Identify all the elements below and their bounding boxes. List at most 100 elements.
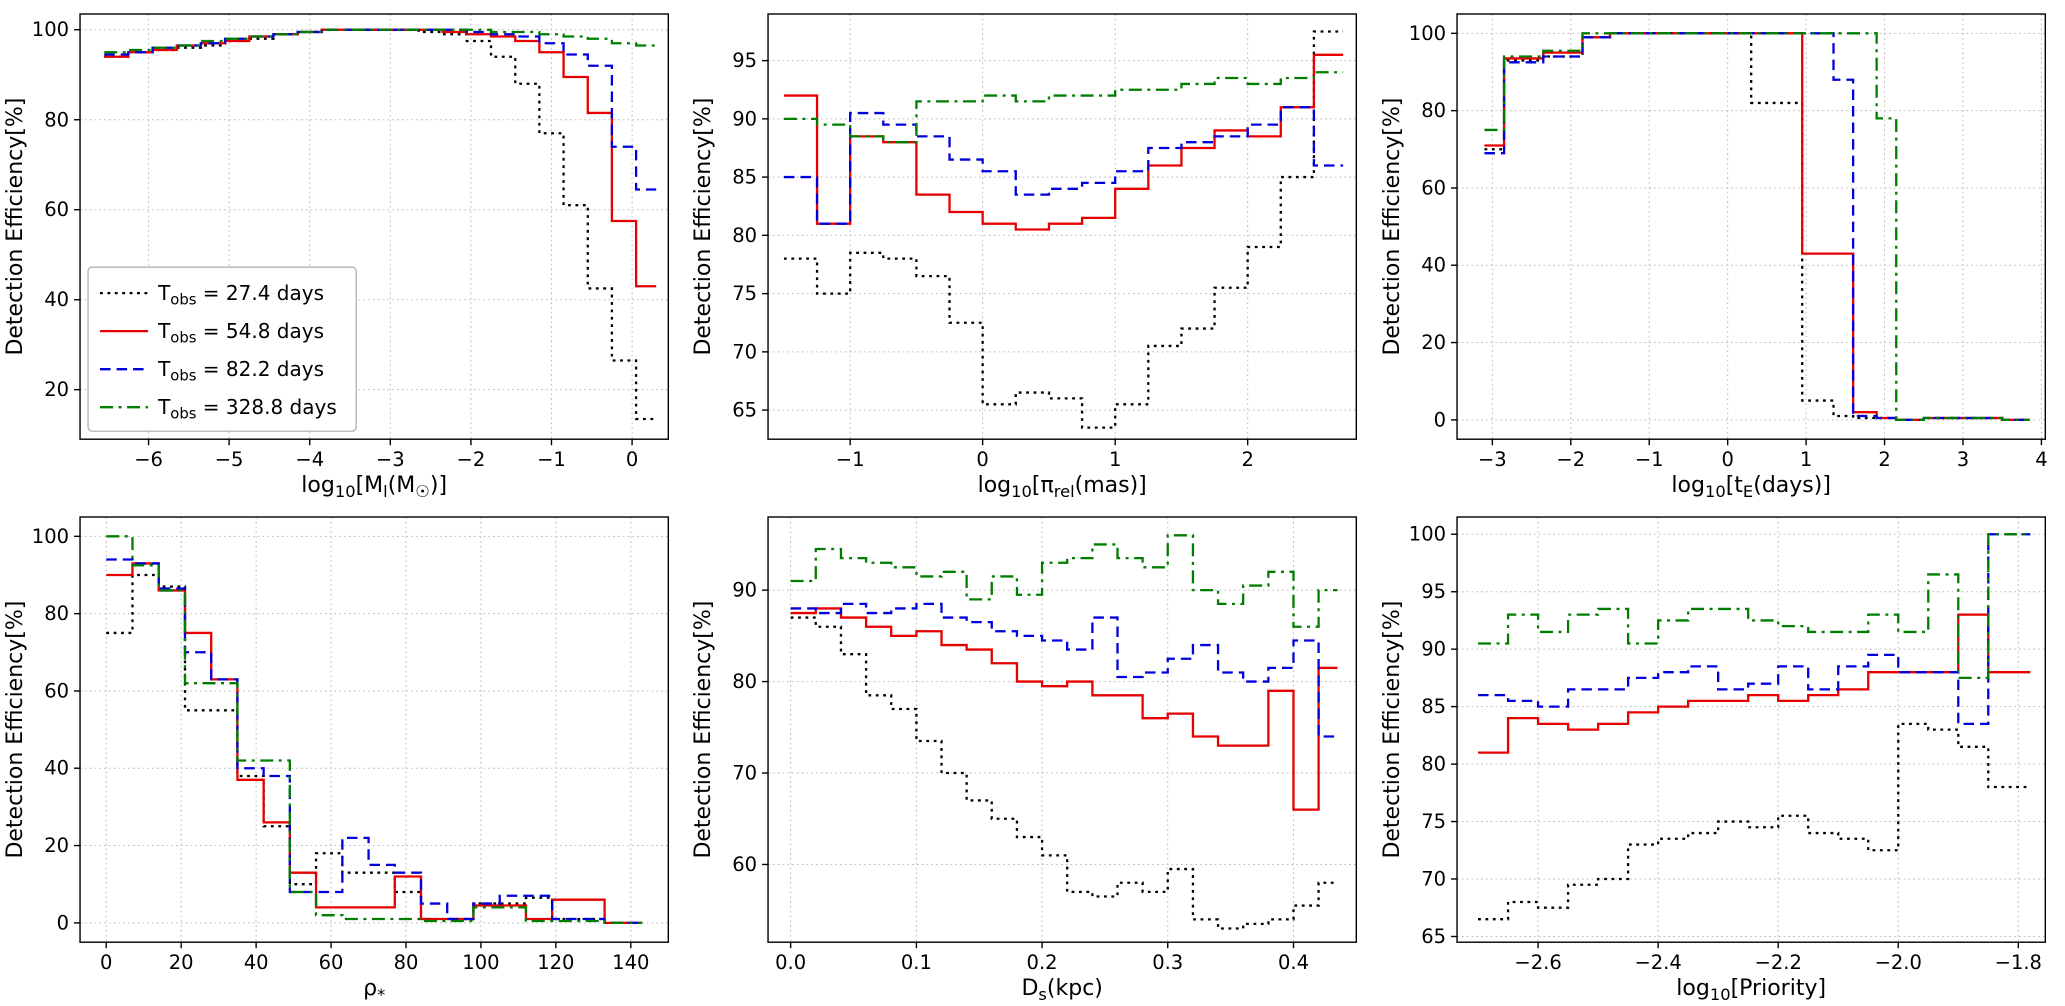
y-axis-label: Detection Efficiency[%]	[691, 98, 716, 356]
y-tick-label: 90	[1421, 638, 1446, 661]
y-tick-label: 0	[57, 912, 69, 935]
x-tick-label: −2.0	[1874, 951, 1921, 974]
y-tick-label: 40	[44, 757, 69, 780]
y-tick-label: 70	[1421, 868, 1446, 891]
series-line-27.4-days	[790, 616, 1338, 930]
series-line-82.2-days	[104, 28, 657, 191]
y-tick-label: 100	[1408, 523, 1445, 546]
x-tick-label: 3	[1956, 448, 1968, 471]
x-tick-label: −2	[457, 448, 486, 471]
series-line-54.8-days	[106, 562, 643, 925]
y-tick-label: 100	[1408, 22, 1445, 45]
x-tick-label: −1	[836, 448, 865, 471]
series-line-54.8-days	[790, 607, 1338, 812]
subplot-source-distance: 0.0 0.1 0.2 0.3 0.4 60 70 80 90 Ds(kpc) Detection …	[688, 503, 1376, 1006]
axes-frame	[1455, 516, 2046, 944]
subplot-rho-star: 0 20 40 60 80 100 120 140 0 20 40 60 80 100 ρ* Detectio…	[0, 503, 688, 1006]
series-line-328.8-days	[1484, 32, 2030, 422]
source-distance-chart-canvas: 0.0 0.1 0.2 0.3 0.4 60 70 80 90 Ds(kpc) Detection …	[691, 516, 1358, 1004]
y-axis-label: Detection Efficiency[%]	[1380, 601, 1405, 859]
y-tick-label: 40	[1421, 254, 1446, 277]
series-line-328.8-days	[1477, 533, 2030, 680]
y-tick-label: 40	[44, 288, 69, 311]
y-tick-label: 80	[44, 602, 69, 625]
y-tick-label: 60	[44, 198, 69, 221]
x-tick-label: −2	[1556, 448, 1585, 471]
x-tick-label: 0	[977, 448, 989, 471]
x-axis-label: log10[tE(days)]	[1671, 473, 1831, 501]
x-tick-label: −4	[295, 448, 324, 471]
series-line-328.8-days	[790, 534, 1338, 629]
x-tick-label: −2.2	[1754, 951, 1801, 974]
legend-label: Tobs = 82.2 days	[157, 357, 324, 384]
x-tick-label: 0.4	[1278, 951, 1309, 974]
y-tick-label: 100	[32, 525, 69, 548]
einstein-time-chart-canvas: −3 −2 −1 0 1 2 3 4020406080100log10[tE(days)]De…	[1380, 13, 2047, 501]
rho-star-chart-canvas: 0 20 40 60 80 100 120 140 0 20 40 60 80 100 ρ* Detectio…	[3, 516, 670, 1004]
series-line-82.2-days	[784, 106, 1344, 225]
x-tick-label: −1	[1635, 448, 1664, 471]
y-tick-label: 60	[733, 853, 758, 876]
y-tick-label: 70	[733, 340, 758, 363]
series-group	[790, 534, 1338, 930]
y-axis-label: Detection Efficiency[%]	[691, 601, 716, 859]
series-line-54.8-days	[1484, 32, 2030, 422]
x-axis-label: ρ*	[363, 976, 385, 1004]
series-group	[1477, 533, 2030, 921]
series-group	[106, 535, 643, 925]
x-tick-label: −2.4	[1634, 951, 1681, 974]
x-tick-label: −5	[215, 448, 244, 471]
y-axis-label: Detection Efficiency[%]	[3, 601, 28, 859]
y-tick-label: 75	[733, 282, 758, 305]
x-axis-label: log10[Ml(M☉)]	[301, 473, 447, 501]
x-tick-label: 0.1	[901, 951, 932, 974]
y-tick-label: 80	[44, 108, 69, 131]
legend-label: Tobs = 328.8 days	[157, 395, 337, 422]
y-tick-label: 85	[733, 166, 758, 189]
series-line-328.8-days	[104, 28, 657, 54]
x-tick-label: 0	[100, 951, 112, 974]
x-tick-label: 0.3	[1153, 951, 1184, 974]
y-tick-label: 20	[1421, 331, 1446, 354]
series-line-54.8-days	[104, 28, 657, 288]
x-tick-label: 20	[169, 951, 194, 974]
axes-frame	[767, 13, 1358, 440]
y-tick-label: 80	[1421, 753, 1446, 776]
y-tick-label: 20	[44, 834, 69, 857]
y-tick-label: 90	[733, 579, 758, 602]
x-tick-label: −3	[1478, 448, 1507, 471]
x-tick-label: 40	[244, 951, 269, 974]
x-tick-label: 1	[1800, 448, 1812, 471]
x-axis-label: Ds(kpc)	[1022, 976, 1103, 1004]
series-line-82.2-days	[1484, 32, 2030, 422]
y-tick-label: 80	[733, 224, 758, 247]
subplot-priority: −2.6 −2.4 −2.2 −2.0 −1.8 65 70 75 80 85 90 95 100 log…	[1377, 503, 2065, 1006]
series-line-27.4-days	[1484, 32, 2030, 422]
x-tick-label: 4	[2035, 448, 2047, 471]
x-tick-label: −2.6	[1514, 951, 1561, 974]
y-tick-label: 75	[1421, 810, 1446, 833]
y-tick-label: 70	[733, 762, 758, 785]
series-line-27.4-days	[104, 28, 657, 421]
y-axis-label: Detection Efficiency[%]	[1380, 98, 1405, 356]
series-line-328.8-days	[106, 535, 643, 925]
x-tick-label: 140	[612, 951, 649, 974]
series-group	[104, 28, 657, 421]
y-tick-label: 100	[32, 18, 69, 41]
priority-chart-canvas: −2.6 −2.4 −2.2 −2.0 −1.8 65 70 75 80 85 90 95 100 log…	[1380, 516, 2046, 1004]
x-tick-label: 0.2	[1027, 951, 1058, 974]
y-tick-label: 85	[1421, 695, 1446, 718]
x-axis-label: log10[πrel(mas)]	[978, 473, 1147, 501]
x-tick-label: 0.0	[775, 951, 806, 974]
x-tick-label: 1	[1109, 448, 1121, 471]
series-group	[1484, 32, 2030, 422]
series-line-82.2-days	[1477, 533, 2030, 726]
x-tick-label: 2	[1242, 448, 1254, 471]
y-tick-label: 0	[1433, 408, 1445, 431]
y-tick-label: 95	[1421, 580, 1446, 603]
x-tick-label: −6	[134, 448, 163, 471]
legend-label: Tobs = 27.4 days	[157, 281, 324, 308]
relative-parallax-chart-canvas: −1 0 1 2 65 70 75 80 85 90 95 log10[πrel(mas)] Detec…	[691, 13, 1358, 501]
x-tick-label: 80	[394, 951, 419, 974]
axes-frame	[79, 13, 670, 440]
